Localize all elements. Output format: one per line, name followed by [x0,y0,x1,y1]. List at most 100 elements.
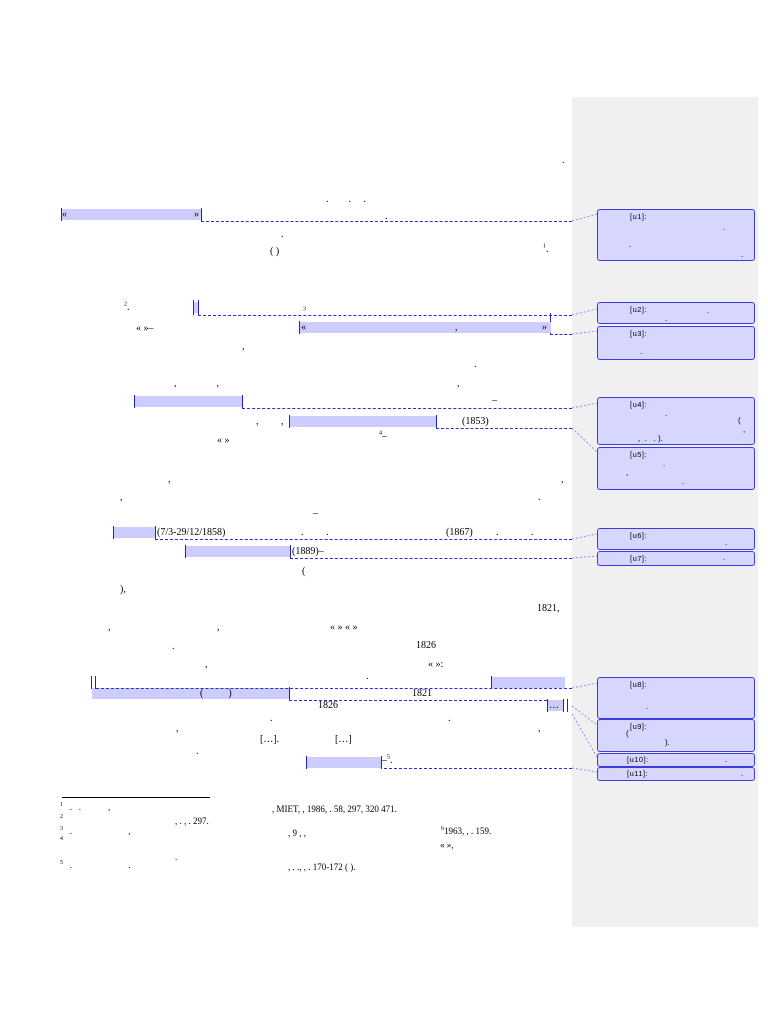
highlight-edge [491,676,492,689]
comment-punct: ). [665,738,670,747]
highlight-edge [134,395,135,408]
highlight-u6[interactable] [114,527,156,538]
punct: . . . [326,194,366,205]
highlight-edge [198,300,199,315]
highlight-u4[interactable] [135,396,243,407]
comment-label: [u6]: [630,531,648,540]
comment-label: [u7]: [630,554,648,563]
comment-label: [u8]: [630,680,648,689]
comment-punct: . [725,755,728,764]
highlight-edge [155,526,156,539]
footnote-3-year: 61963, , . 159. [441,826,492,836]
comment-u9[interactable]: [u9]: ( ). [597,719,755,752]
footnote-ref-2: 2. [124,301,130,313]
punct: , [108,622,111,633]
comment-label: [u5]: [630,450,648,459]
punct: , [561,474,564,485]
comment-u4[interactable]: [u4]: . ( , , . . ). [597,397,755,445]
year-1826: 1826 [416,640,436,651]
open-quote: « [62,209,67,220]
comment-label: [u10]: [627,755,649,764]
comment-u7[interactable]: [u7]: . [597,551,755,566]
comment-punct: ( [626,729,629,738]
punct: . [448,713,451,724]
highlight-u5[interactable] [290,416,437,427]
comment-u1[interactable]: [u1]: . . . [597,209,755,261]
highlight-u7[interactable] [186,546,291,557]
highlight-edge [436,415,437,428]
punct: , , [174,378,219,389]
anchor-line-u7 [290,558,572,559]
punct: , [168,474,171,485]
highlight-u11[interactable] [307,757,381,768]
year-1867: (1867) [446,527,473,538]
comment-punct: . [640,347,643,356]
comment-punct: . [707,306,710,315]
anchor-line-u5 [436,428,572,429]
comment-u2[interactable]: [u2]: . . [597,302,755,324]
comment-punct: . [741,250,744,259]
punct: , [242,341,245,352]
highlight-u1[interactable] [62,209,202,220]
comment-u10[interactable]: [u10]: . [597,753,755,767]
dash: – [313,508,318,519]
comment-punct: ( [738,416,741,425]
comment-u8[interactable]: [u8]: . [597,677,755,719]
comment-u11[interactable]: [u11]: . [597,767,755,781]
comment-punct: . [682,477,685,486]
comment-label: [u4]: [630,400,648,409]
footnote-3-text: , 9 , , [288,828,306,838]
punct: . [175,852,178,862]
punct: , , [256,416,284,427]
connector-u9 [571,705,598,726]
connector-u10 [571,713,598,758]
comment-u3[interactable]: [u3]: . [597,326,755,360]
punct: . . [301,527,329,538]
comment-punct: . [725,538,728,547]
punct: . [172,641,175,652]
highlight-edge [306,756,307,769]
comment-u6[interactable]: [u6]: . [597,528,755,550]
punct: . [474,359,477,370]
connector-u7 [571,555,598,559]
open-paren: ( [302,566,306,577]
punct: , [457,378,460,389]
footnote-1-text: , MIET, , 1986, . 58, 297, 320 471. [272,804,397,814]
connector-u4 [571,402,598,409]
connector-u8 [571,682,598,689]
anchor-line-u3 [550,334,572,335]
highlight-edge [193,300,194,315]
footnote-4-text: « », [440,840,454,850]
connector-u3 [571,330,598,335]
highlight-edge [547,699,548,712]
comment-punct: . [723,223,726,232]
footnote-ref-4: 4– [379,430,387,442]
parenthetical: ( ) [270,246,280,257]
highlight-edge [185,545,186,558]
highlight-edge [201,208,202,221]
anchor-line-u9 [289,700,547,701]
comment-punct: . [665,409,668,418]
connector-u5 [571,427,598,453]
punct: . [366,671,369,682]
highlight-u9[interactable] [548,700,564,711]
footnote-1: 1 . . , [60,802,111,812]
punct: , [120,492,123,503]
comment-label: [u9]: [630,722,648,731]
comment-punct: . [665,314,668,323]
highlight-u2[interactable] [193,302,199,313]
quote-colon: « »: [428,659,444,670]
footnote-3: 3 . , [60,826,131,836]
highlight-u8[interactable] [492,677,565,688]
year-1826b: 1826 [318,700,338,711]
highlight-u3[interactable] [300,322,551,333]
highlight-edge [242,395,243,408]
close-quote: » [194,209,199,220]
comment-u5[interactable]: [u5]: . , . [597,447,755,490]
dash: – [492,395,497,406]
anchor-line-u11 [384,768,572,769]
close-paren: ), [120,584,126,595]
highlight-u8-cont[interactable] [92,688,290,699]
connector-u2 [571,308,598,316]
quoted-titles: « » « » [330,622,358,633]
